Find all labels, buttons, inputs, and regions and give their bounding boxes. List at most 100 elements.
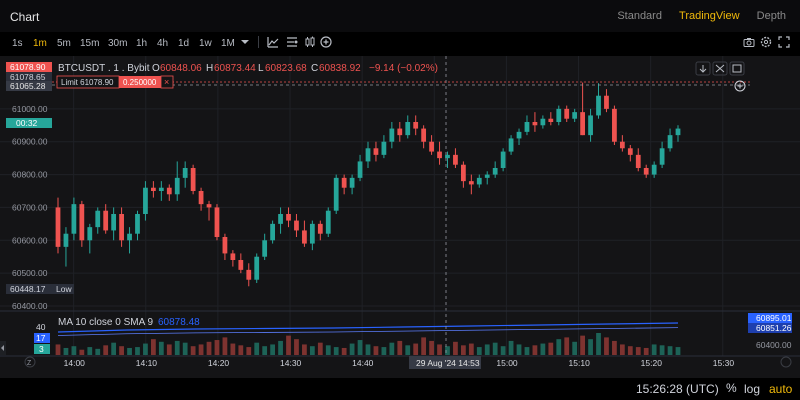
zoom-icon: Z [27,360,32,367]
fullscreen-icon[interactable] [778,36,790,48]
volume-bar [508,340,514,355]
camera-icon[interactable] [743,36,755,48]
chart-type-icon[interactable] [304,36,316,48]
candle-body [143,187,148,214]
candle-body [302,230,307,244]
volume-bar [302,344,307,355]
log-toggle[interactable]: log [744,382,761,396]
candle-body [651,164,657,175]
volume-bar [421,337,427,355]
settings-icon[interactable] [760,36,772,48]
volume-bar [206,341,212,355]
timeframe-1h[interactable]: 1h [136,38,148,49]
volume-bar [500,346,506,355]
volume-bar [492,342,498,355]
candle-body [659,148,665,165]
timeframe-1w[interactable]: 1w [199,38,212,49]
candlestick-chart[interactable]: BTCUSDT . 1 . Bybit O 60848.06 H 60873.4… [0,56,800,378]
timeframe-4h[interactable]: 4h [157,38,169,49]
volume-bar [564,337,570,355]
candle-body [349,177,355,188]
volume-bar [309,346,315,355]
auto-toggle[interactable]: auto [769,382,793,396]
volume-bar [143,343,148,355]
volume-bar [166,344,172,355]
time-tick-label: 15:10 [569,358,591,368]
low-label-tag: Low [56,284,72,294]
volume-bar [461,345,466,355]
volume-bar [278,340,283,355]
timeframe-5m[interactable]: 5m [57,38,71,49]
volume-bar [373,346,379,355]
view-standard[interactable]: Standard [617,10,662,22]
scroll-down-button[interactable] [695,61,711,76]
add-icon[interactable] [320,36,332,48]
volume-bar [71,346,77,355]
candle-body [214,207,220,237]
candle-body [596,95,601,116]
timeframe-1d[interactable]: 1d [178,38,190,49]
volume-bar [397,340,403,355]
volume-layer [55,333,681,355]
volume-bar [135,347,140,355]
add-order-icon[interactable] [734,80,746,92]
volume-bar [675,347,681,355]
volume-bar [619,344,625,355]
volume-bar [222,337,228,355]
volume-bar [174,340,180,355]
timeframe-15m[interactable]: 15m [80,38,100,49]
timeframe-30m[interactable]: 30m [108,38,128,49]
candle-body [524,122,530,132]
ma-label: MA 10 close 0 SMA 9 [58,317,153,328]
ma-tag-1: 60895.01 [756,313,792,323]
low-label: L [258,63,264,74]
candle-body [548,118,554,122]
limit-order-tag[interactable]: Limit 61078.90 0.250000 × [56,75,174,89]
settings-button[interactable] [780,356,792,368]
candle-body [508,138,514,152]
chevron-down-icon[interactable] [240,36,250,48]
time-tick-label: 14:00 [64,358,86,368]
timeframe-1s[interactable]: 1s [12,38,23,49]
percent-toggle[interactable]: % [726,381,737,395]
candle-body [325,210,331,234]
maximize-button[interactable] [729,61,745,76]
high-value: 60873.44 [214,63,256,74]
view-depth[interactable]: Depth [756,10,786,22]
time-tick-label: 14:20 [208,358,230,368]
candle-body [397,128,403,136]
time-tick-label: 15:30 [713,358,735,368]
volume-bar [612,340,617,355]
candle-body [190,168,196,191]
candle-body [79,204,85,241]
collapse-icon [715,64,725,73]
high-price-tag: 61078.65 [10,72,46,82]
close-icon[interactable]: × [164,77,169,87]
candle-body [389,128,395,142]
price-tick-label: 60800.00 [12,170,48,180]
candle-body [405,122,411,136]
volume-bar [151,339,156,355]
zoom-button[interactable] [24,356,36,368]
candle-body [87,227,93,241]
candle-body [357,161,363,178]
timeframe-1M[interactable]: 1M [221,38,235,49]
candle-body [111,214,117,231]
candle-body [604,95,609,109]
volume-bar [198,344,204,355]
arrow-down-icon [699,65,707,73]
collapse-pane-icon[interactable] [1,345,4,351]
candle-body [95,210,101,228]
chart-area[interactable]: BTCUSDT . 1 . Bybit O 60848.06 H 60873.4… [0,56,800,378]
view-tradingview[interactable]: TradingView [679,10,740,22]
candle-body [230,253,236,260]
volume-bar [437,344,442,355]
candle-body [564,108,570,119]
volume-bar [270,344,275,355]
chart-toolbar: 1s 1m 5m 15m 30m 1h 4h 1d 1w 1M [0,32,800,54]
template-icon[interactable] [286,36,298,48]
collapse-button[interactable] [712,61,728,76]
limit-order-label: Limit 61078.90 [61,78,114,87]
timeframe-1m[interactable]: 1m [33,38,47,49]
indicators-icon[interactable] [267,36,279,48]
